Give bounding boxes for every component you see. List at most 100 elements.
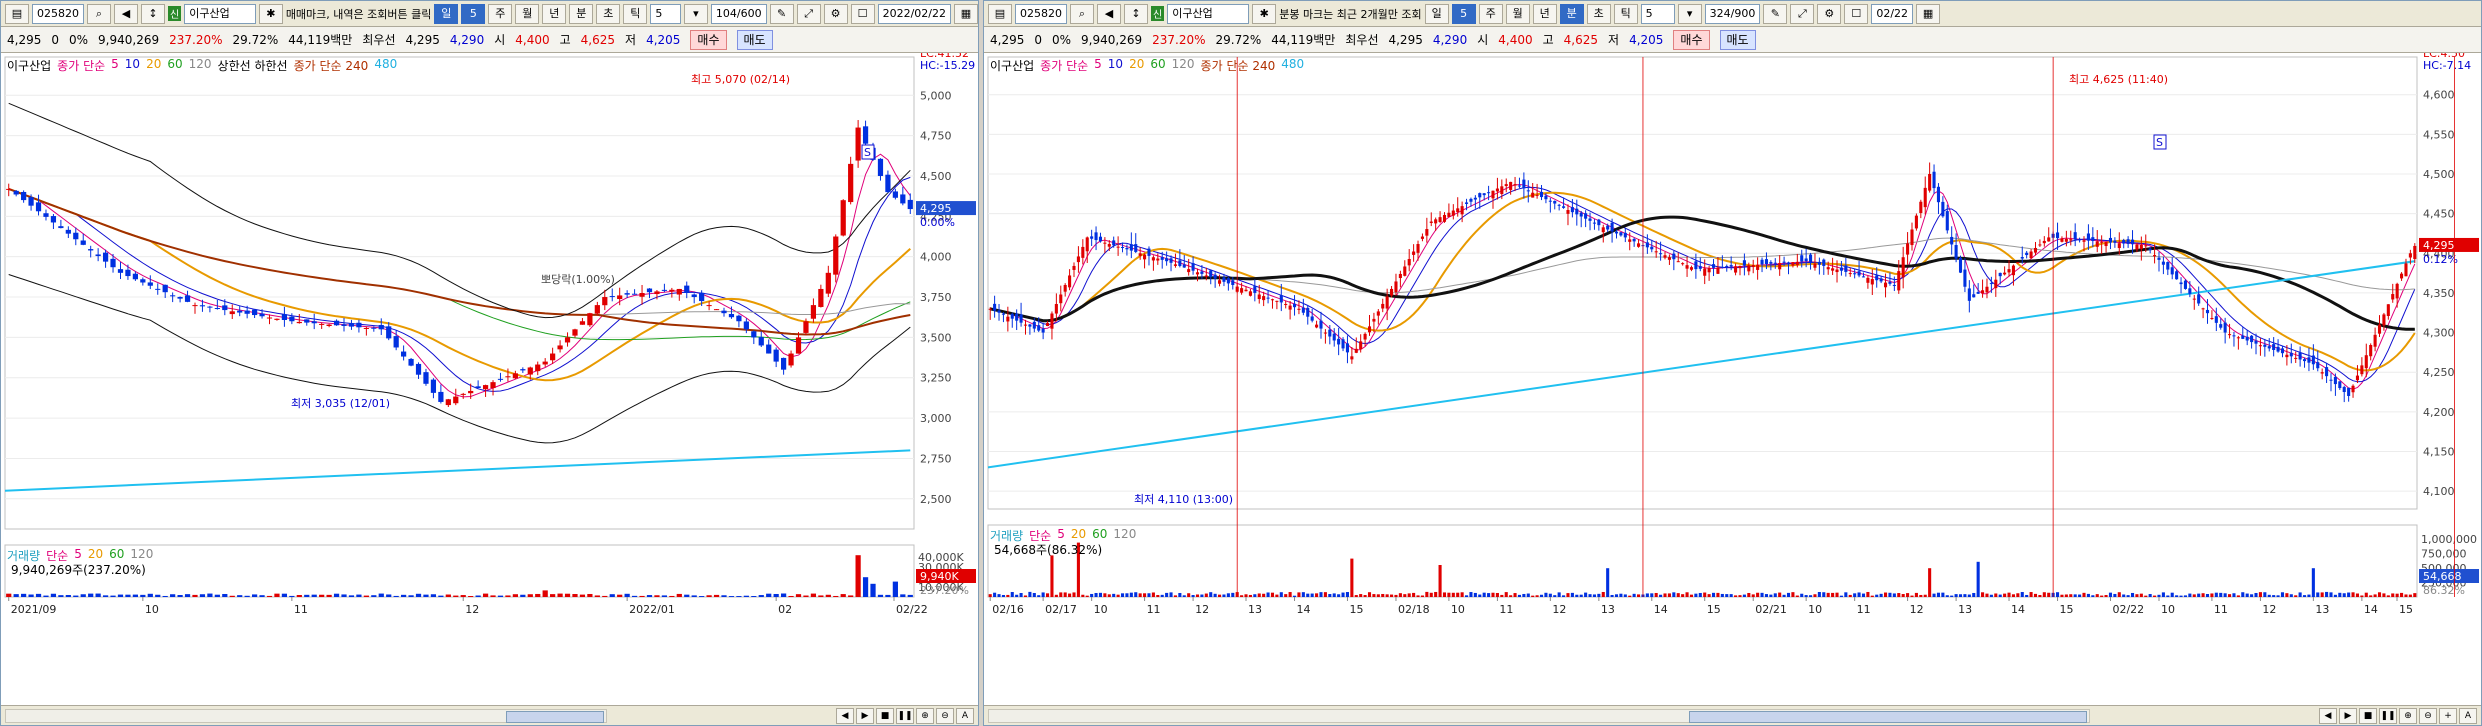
candle-body <box>691 294 697 298</box>
price-tick-label: 4,250 <box>2423 366 2455 379</box>
volume-bar <box>2197 593 2201 597</box>
pause-icon[interactable]: ❚❚ <box>896 708 914 724</box>
mark-icon[interactable]: ✱ <box>258 3 283 24</box>
left-scroll-track[interactable] <box>5 709 607 723</box>
period-tick[interactable]: 틱 <box>623 3 648 24</box>
prev-next-icon[interactable]: ↕ <box>1124 3 1148 24</box>
draw-tool-icon[interactable]: ✎ <box>1763 3 1788 24</box>
zoom-icon[interactable]: ⤢ <box>796 3 821 24</box>
calendar-icon[interactable]: ▦ <box>1916 3 1941 24</box>
left-scroll-thumb[interactable] <box>506 711 604 723</box>
candle-body <box>2056 232 2060 239</box>
period-week[interactable]: 주 <box>1478 3 1503 24</box>
draw-tool-icon[interactable]: ✎ <box>769 3 794 24</box>
settings-icon[interactable]: ⚙ <box>1817 3 1842 24</box>
volume-bar <box>2285 593 2289 597</box>
date-input[interactable]: 2022/02/22 <box>877 3 951 24</box>
period-minute[interactable]: 분 <box>569 3 594 24</box>
checkbox-icon[interactable]: ☐ <box>850 3 875 24</box>
volume-bar <box>1614 594 1619 597</box>
scroll-right-icon[interactable]: ▶ <box>856 708 874 724</box>
scroll-left-icon[interactable]: ◀ <box>2319 708 2337 724</box>
candle-body <box>2404 263 2408 277</box>
candle-body <box>2219 324 2223 328</box>
stock-code-input[interactable]: 025820 <box>1015 3 1067 24</box>
volume-bar <box>453 595 459 597</box>
scroll-left-icon[interactable]: ◀ <box>836 708 854 724</box>
bar-count-field[interactable]: 104/600 <box>710 3 767 24</box>
volume-bar <box>1619 593 1623 597</box>
search-icon[interactable]: ⌕ <box>87 3 111 24</box>
period-day[interactable]: 일 <box>434 3 459 24</box>
chevron-down-icon[interactable]: ▾ <box>1677 3 1702 24</box>
candle-body <box>468 390 474 394</box>
right-chart-canvas[interactable]: 4,6004,5504,5004,4504,4004,3504,3004,250… <box>984 53 2481 685</box>
toolbar-notice: 매매마크, 내역은 조회버튼 클릭 <box>285 7 432 21</box>
settings-icon[interactable]: ⚙ <box>823 3 848 24</box>
ma480-line <box>987 260 2415 469</box>
period-day-count[interactable]: 5 <box>1451 3 1476 24</box>
zoom-in-icon[interactable]: ⊕ <box>2399 708 2417 724</box>
right-scroll-track[interactable] <box>988 709 2090 723</box>
period-minute[interactable]: 분 <box>1559 3 1584 24</box>
zoom-in-icon[interactable]: ⊕ <box>916 708 934 724</box>
sound-icon[interactable]: ◀ <box>1097 3 1121 24</box>
candle-body <box>2025 252 2029 256</box>
period-year[interactable]: 년 <box>1532 3 1557 24</box>
chevron-down-icon[interactable]: ▾ <box>683 3 708 24</box>
volume-bar <box>1782 594 1786 597</box>
interval-select[interactable]: 5 <box>1640 3 1675 24</box>
zoom-out-icon[interactable]: ⊖ <box>2419 708 2437 724</box>
buy-button[interactable]: 매수 <box>1673 29 1710 50</box>
menu-icon[interactable]: ▤ <box>988 3 1012 24</box>
stop-icon[interactable]: ■ <box>2359 708 2377 724</box>
right-scrollbar[interactable]: ◀ ▶ ■ ❚❚ ⊕ ⊖ + A <box>984 705 2481 725</box>
volume-bar <box>2210 593 2214 597</box>
sell-button[interactable]: 매도 <box>1719 29 1756 50</box>
volume-bar <box>2408 594 2412 597</box>
sell-button[interactable]: 매도 <box>736 29 773 50</box>
interval-select[interactable]: 5 <box>650 3 681 24</box>
period-day[interactable]: 일 <box>1424 3 1449 24</box>
left-scrollbar[interactable]: ◀ ▶ ■ ❚❚ ⊕ ⊖ A <box>1 705 978 725</box>
candle-body <box>1253 286 1257 293</box>
checkbox-icon[interactable]: ☐ <box>1844 3 1869 24</box>
scroll-right-icon[interactable]: ▶ <box>2339 708 2357 724</box>
period-second[interactable]: 초 <box>1586 3 1611 24</box>
volume-bar <box>1195 594 1200 597</box>
prev-next-icon[interactable]: ↕ <box>141 3 165 24</box>
period-month[interactable]: 월 <box>515 3 540 24</box>
period-week[interactable]: 주 <box>488 3 513 24</box>
text-icon[interactable]: A <box>2459 708 2477 724</box>
mark-icon[interactable]: ✱ <box>1252 3 1277 24</box>
volume-bar <box>2355 593 2360 597</box>
zoom-icon[interactable]: ⤢ <box>1790 3 1815 24</box>
volume-bar <box>2170 592 2174 597</box>
volume-bar <box>1659 594 1663 597</box>
date-input[interactable]: 02/22 <box>1871 3 1914 24</box>
candle-body <box>1972 294 1976 298</box>
period-tick[interactable]: 틱 <box>1613 3 1638 24</box>
left-chart-canvas[interactable]: 5,0004,7504,5004,2504,0003,7503,5003,250… <box>1 53 978 685</box>
add-icon[interactable]: + <box>2439 708 2457 724</box>
period-second[interactable]: 초 <box>596 3 621 24</box>
candle-body <box>1059 294 1063 304</box>
bar-count-field[interactable]: 324/900 <box>1704 3 1761 24</box>
zoom-out-icon[interactable]: ⊖ <box>936 708 954 724</box>
candle-body <box>1866 277 1870 283</box>
calendar-icon[interactable]: ▦ <box>954 3 978 24</box>
buy-button[interactable]: 매수 <box>690 29 727 50</box>
period-month[interactable]: 월 <box>1505 3 1530 24</box>
menu-icon[interactable]: ▤ <box>5 3 29 24</box>
search-icon[interactable]: ⌕ <box>1070 3 1094 24</box>
volume-bar <box>1711 592 1716 597</box>
text-icon[interactable]: A <box>956 708 974 724</box>
pause-icon[interactable]: ❚❚ <box>2379 708 2397 724</box>
sound-icon[interactable]: ◀ <box>114 3 138 24</box>
period-year[interactable]: 년 <box>542 3 567 24</box>
candle-body <box>1209 270 1213 278</box>
period-day-count[interactable]: 5 <box>461 3 486 24</box>
right-scroll-thumb[interactable] <box>1689 711 2087 723</box>
stock-code-input[interactable]: 025820 <box>32 3 84 24</box>
stop-icon[interactable]: ■ <box>876 708 894 724</box>
